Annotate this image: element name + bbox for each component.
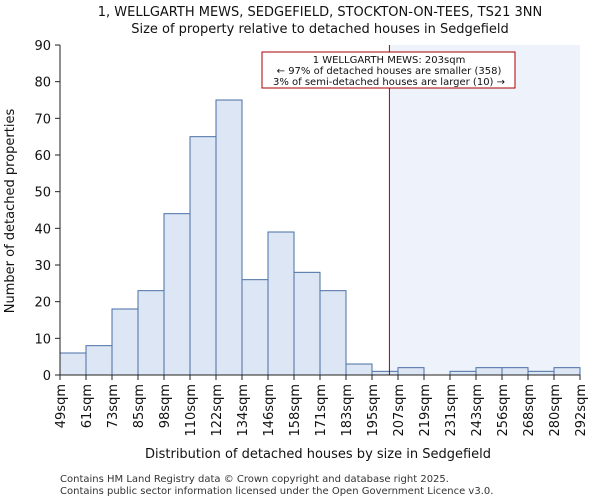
chart-title: 1, WELLGARTH MEWS, SEDGEFIELD, STOCKTON-…	[98, 5, 543, 20]
annotation-box	[261, 51, 516, 89]
x-tick-label: 292sqm	[574, 384, 589, 437]
y-axis: 0 10 20 30 40 50 60 70 80 90	[34, 39, 60, 384]
footer-line-2: Contains public sector information licen…	[60, 486, 493, 497]
annotation-line-2: ← 97% of detached houses are smaller (35…	[277, 66, 502, 77]
y-tick-label: 10	[34, 332, 51, 347]
bar-183sqm	[345, 363, 373, 376]
bar-256sqm	[501, 367, 529, 376]
bars	[59, 99, 581, 376]
x-tick-label: 183sqm	[340, 384, 355, 437]
x-tick-label: 98sqm	[158, 384, 173, 428]
y-tick-label: 60	[34, 149, 51, 164]
bar-49sqm	[59, 352, 87, 376]
chart-subtitle: Size of property relative to detached ho…	[131, 22, 509, 37]
y-tick-label: 80	[34, 76, 51, 91]
x-axis-label: Distribution of detached houses by size …	[145, 447, 491, 462]
bar-243sqm	[475, 367, 503, 376]
bar-280sqm	[553, 367, 581, 376]
bar-268sqm	[527, 370, 555, 376]
x-tick-label: 73sqm	[106, 384, 121, 428]
y-axis-label: Number of detached properties	[3, 109, 18, 314]
x-tick-label: 85sqm	[132, 384, 147, 428]
x-tick-label: 231sqm	[444, 384, 459, 437]
bar-85sqm	[137, 290, 165, 376]
bar-146sqm	[267, 231, 295, 376]
y-tick-label: 20	[34, 296, 51, 311]
bar-110sqm	[189, 136, 217, 376]
x-tick-label: 61sqm	[80, 384, 95, 428]
larger-region-shade	[389, 45, 580, 375]
bar-98sqm	[163, 213, 191, 376]
x-tick-label: 110sqm	[184, 384, 199, 437]
y-tick-label: 90	[34, 39, 51, 54]
bar-171sqm	[319, 290, 347, 376]
footer-line-1: Contains HM Land Registry data © Crown c…	[60, 474, 449, 485]
y-tick-label: 30	[34, 259, 51, 274]
x-tick-label: 146sqm	[262, 384, 277, 437]
x-tick-label: 49sqm	[54, 384, 69, 428]
x-tick-label: 256sqm	[496, 384, 511, 437]
x-axis: 49sqm 61sqm 73sqm 85sqm 98sqm 110sqm 122sqm 134…	[54, 375, 589, 437]
bar-158sqm	[293, 271, 321, 376]
x-tick-label: 280sqm	[548, 384, 563, 437]
bar-231sqm	[449, 370, 477, 376]
x-tick-label: 195sqm	[366, 384, 381, 437]
y-tick-label: 40	[34, 222, 51, 237]
x-tick-label: 122sqm	[210, 384, 225, 437]
x-tick-label: 171sqm	[314, 384, 329, 437]
x-tick-label: 134sqm	[236, 384, 251, 437]
bar-73sqm	[111, 308, 139, 376]
bar-134sqm	[241, 279, 269, 376]
y-tick-label: 70	[34, 112, 51, 127]
bar-195sqm	[371, 370, 399, 376]
x-tick-label: 158sqm	[288, 384, 303, 437]
x-tick-label: 268sqm	[522, 384, 537, 437]
x-tick-label: 207sqm	[392, 384, 407, 437]
annotation-line-3: 3% of semi-detached houses are larger (1…	[273, 77, 505, 88]
y-tick-label: 50	[34, 186, 51, 201]
x-tick-label: 243sqm	[470, 384, 485, 437]
x-tick-label: 219sqm	[418, 384, 433, 437]
bar-207sqm	[397, 367, 425, 376]
y-tick-label: 0	[43, 369, 51, 384]
annotation-line-1: 1 WELLGARTH MEWS: 203sqm	[313, 55, 466, 66]
bar-61sqm	[85, 345, 113, 376]
bar-122sqm	[215, 99, 243, 376]
